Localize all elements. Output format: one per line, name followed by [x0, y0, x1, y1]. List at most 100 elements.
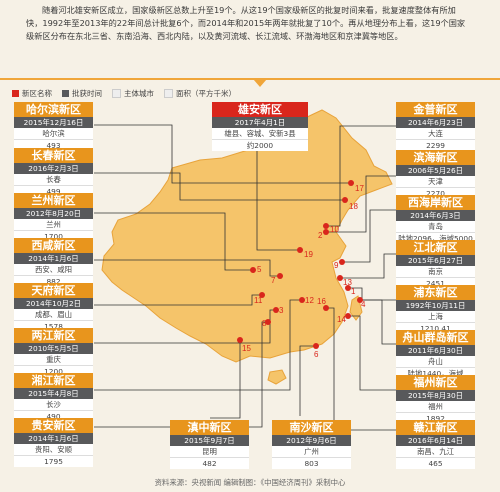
area-name: 舟山群岛新区 — [396, 330, 475, 345]
divider-notch — [253, 79, 267, 87]
legend-swatch — [164, 89, 173, 98]
leader-line — [94, 259, 280, 277]
map-marker-dot — [348, 180, 354, 186]
legend-item: 新区名称 — [12, 88, 52, 99]
new-area-card: 西海岸新区 2014年6月3日 青岛 陆地2096，海域5000 — [396, 195, 475, 244]
main-city: 西安、咸阳 — [14, 264, 93, 276]
new-area-card: 湘江新区 2015年4月8日 长沙 490 — [14, 373, 93, 422]
map-marker-dot — [265, 319, 271, 325]
area-size: 803 — [272, 458, 351, 469]
main-city: 昆明 — [170, 446, 249, 458]
legend-label: 主体城市 — [124, 89, 154, 98]
area-size: 1200 — [14, 366, 93, 377]
main-city: 重庆 — [14, 354, 93, 366]
area-size: 2270 — [396, 188, 475, 199]
main-city: 成都、眉山 — [14, 309, 93, 321]
approval-date: 2014年10月2日 — [14, 298, 93, 309]
new-area-card: 贵安新区 2014年1月6日 贵阳、安顺 1795 — [14, 418, 93, 467]
map-marker-label: 7 — [271, 276, 276, 285]
legend-label: 批获时间 — [72, 89, 102, 98]
leader-line — [94, 124, 351, 184]
approval-date: 2014年6月23日 — [396, 117, 475, 128]
main-city: 长沙 — [14, 399, 93, 411]
approval-date: 2006年5月26日 — [396, 165, 475, 176]
map-marker-dot — [273, 307, 279, 313]
area-name: 赣江新区 — [396, 420, 475, 435]
main-city: 广州 — [272, 446, 351, 458]
main-city: 南昌、九江 — [396, 446, 475, 458]
legend-item: 面积（平方千米） — [164, 88, 236, 99]
area-size: 约2000 — [212, 140, 308, 151]
area-size: 882 — [14, 276, 93, 287]
map-marker-dot — [259, 292, 265, 298]
map-marker-label: 15 — [242, 344, 251, 353]
new-area-card: 浦东新区 1992年10月11日 上海 1210.41 — [396, 285, 475, 334]
map-marker-label: 2 — [318, 231, 323, 240]
approval-date: 2015年12月16日 — [14, 117, 93, 128]
main-city: 舟山 — [396, 356, 475, 368]
new-area-card: 金普新区 2014年6月23日 大连 2299 — [396, 102, 475, 151]
map-marker-dot — [313, 343, 319, 349]
main-city: 南京 — [396, 266, 475, 278]
map-marker-label: 9 — [334, 261, 339, 270]
approval-date: 2017年4月1日 — [212, 117, 308, 128]
area-size: 2451 — [396, 278, 475, 289]
area-size: 493 — [14, 140, 93, 151]
area-size: 1795 — [14, 456, 93, 467]
leader-line — [94, 172, 345, 201]
map-marker-label: 4 — [361, 300, 366, 309]
area-name: 滨海新区 — [396, 150, 475, 165]
area-name: 浦东新区 — [396, 285, 475, 300]
area-size: 1892 — [396, 413, 475, 424]
approval-date: 2016年2月3日 — [14, 163, 93, 174]
area-name: 福州新区 — [396, 375, 475, 390]
legend-swatch — [12, 90, 19, 97]
map-marker-dot — [277, 273, 283, 279]
legend: 新区名称 批获时间 主体城市 面积（平方千米） — [12, 88, 236, 99]
map-marker-dot — [342, 197, 348, 203]
map-marker-label: 14 — [337, 315, 346, 324]
leader-line — [210, 340, 241, 419]
map-marker-label: 16 — [317, 297, 326, 306]
new-area-card: 兰州新区 2012年8月20日 兰州 1700 — [14, 193, 93, 242]
leader-line — [340, 253, 396, 279]
legend-item: 主体城市 — [112, 88, 154, 99]
map-marker-dot — [339, 259, 345, 265]
new-area-card: 舟山群岛新区 2011年6月30日 舟山 陆地1440，海域20800 — [396, 330, 475, 389]
map-marker-label: 3 — [279, 306, 284, 315]
area-size: 482 — [170, 458, 249, 469]
map-marker-label: 8 — [262, 319, 267, 328]
legend-label: 面积（平方千米） — [176, 89, 236, 98]
area-name: 湘江新区 — [14, 373, 93, 388]
map-marker-label: 1 — [351, 287, 356, 296]
area-name: 哈尔滨新区 — [14, 102, 93, 117]
leader-line — [326, 125, 396, 227]
approval-date: 2014年6月3日 — [396, 210, 475, 221]
area-size: 465 — [396, 458, 475, 469]
leader-line — [348, 315, 396, 391]
source-note: 资料来源：央视新闻 编辑制图：《中国经济周刊》采制中心 — [154, 478, 346, 487]
map-markers — [237, 180, 363, 349]
map-marker-label: 6 — [314, 350, 319, 359]
map-marker-dot — [345, 285, 351, 291]
map-marker-dot — [237, 337, 243, 343]
approval-date: 2015年6月27日 — [396, 255, 475, 266]
area-size: 2299 — [396, 140, 475, 151]
area-name: 贵安新区 — [14, 418, 93, 433]
map-marker-label: 12 — [305, 296, 314, 305]
map-marker-dot — [297, 247, 303, 253]
map-marker-dot — [345, 313, 351, 319]
leader-line — [94, 294, 262, 306]
area-name: 金普新区 — [396, 102, 475, 117]
approval-date: 2016年6月14日 — [396, 435, 475, 446]
area-name: 雄安新区 — [212, 102, 308, 117]
area-name: 长春新区 — [14, 148, 93, 163]
hainan-island — [267, 369, 287, 385]
area-name: 西海岸新区 — [396, 195, 475, 210]
map-marker-label: 13 — [343, 278, 352, 287]
new-area-card: 南沙新区 2012年9月6日 广州 803 — [272, 420, 351, 469]
leader-line — [94, 212, 253, 271]
map-marker-label: 5 — [257, 265, 262, 274]
new-area-card: 哈尔滨新区 2015年12月16日 哈尔滨 493 — [14, 102, 93, 151]
